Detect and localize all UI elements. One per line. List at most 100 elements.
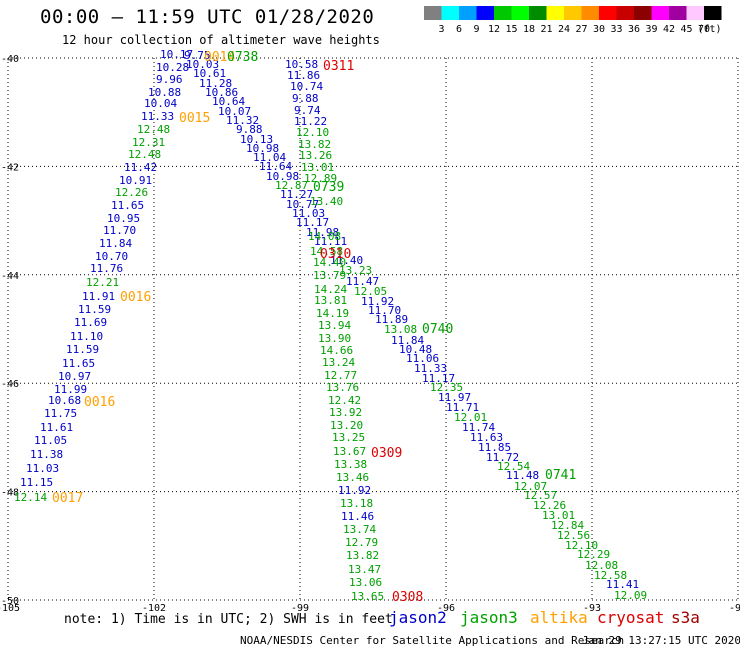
legend-note: note: 1) Time is in UTC; 2) SWH is in fe… xyxy=(64,612,393,627)
pass-time-label: 0016 xyxy=(120,290,151,305)
swh-observation: 12.09 xyxy=(614,589,647,602)
swh-observation: 12.26 xyxy=(115,186,148,199)
swh-observation: 11.27 xyxy=(280,188,313,201)
swh-observation: 11.91 xyxy=(82,290,115,303)
swh-observation: 9.88 xyxy=(236,123,263,136)
swh-observation: 13.94 xyxy=(318,319,351,332)
swh-observation: 11.48 xyxy=(506,469,539,482)
pass-time-label: 0740 xyxy=(422,322,453,337)
swh-observation: 11.65 xyxy=(62,357,95,370)
swh-observation: 10.17 xyxy=(160,48,193,61)
swh-observation: 14.58 xyxy=(310,245,343,258)
pass-time-label: 0738 xyxy=(227,50,258,65)
swh-observation: 13.76 xyxy=(326,381,359,394)
swh-observation: 13.47 xyxy=(348,563,381,576)
colorbar-swatch xyxy=(564,6,582,20)
legend-sat-s3a: s3a xyxy=(671,608,700,627)
swh-observation: 11.92 xyxy=(338,484,371,497)
swh-observation: 12.05 xyxy=(354,285,387,298)
swh-observation: 12.14 xyxy=(14,491,47,504)
swh-observation: 14.40 xyxy=(313,256,346,269)
colorbar-label: 70 xyxy=(698,24,710,35)
colorbar-swatch xyxy=(616,6,634,20)
footer-timestamp: Jan 29 13:27:15 UTC 2020 xyxy=(582,634,740,647)
lon-tick-label: -90 xyxy=(729,603,740,614)
swh-observation: 11.40 xyxy=(330,254,363,267)
pass-time-label: 0016 xyxy=(84,395,115,410)
swh-observation: 11.98 xyxy=(306,226,339,239)
swh-observation: 12.42 xyxy=(328,394,361,407)
colorbar-label: 30 xyxy=(593,24,605,35)
swh-observation: 11.22 xyxy=(294,115,327,128)
legend-sat-jason2: jason2 xyxy=(389,608,447,627)
swh-observation: 13.01 xyxy=(301,161,334,174)
colorbar-label: 42 xyxy=(663,24,675,35)
colorbar-swatch xyxy=(546,6,564,20)
swh-observation: 12.35 xyxy=(430,381,463,394)
swh-observation: 9.75 xyxy=(184,49,211,62)
swh-observation: 12.08 xyxy=(585,559,618,572)
colorbar-label: 12 xyxy=(488,24,500,35)
colorbar-swatch xyxy=(599,6,617,20)
swh-observation: 13.01 xyxy=(542,509,575,522)
swh-observation: 13.82 xyxy=(298,138,331,151)
colorbar-swatch xyxy=(686,6,704,20)
colorbar-label: 15 xyxy=(505,24,517,35)
swh-observation: 12.29 xyxy=(577,548,610,561)
swh-observation: 9.88 xyxy=(292,92,319,105)
swh-observation: 13.82 xyxy=(346,549,379,562)
swh-observation: 10.86 xyxy=(205,86,238,99)
swh-observation: 12.01 xyxy=(454,411,487,424)
swh-observation: 11.84 xyxy=(391,334,424,347)
swh-observation: 13.24 xyxy=(322,356,355,369)
pass-time-label: 0309 xyxy=(371,446,402,461)
colorbar-swatch xyxy=(651,6,669,20)
colorbar-label: 45 xyxy=(680,24,692,35)
colorbar-unit: (ft) xyxy=(697,24,721,35)
swh-observation: 10.03 xyxy=(186,58,219,71)
swh-observation: 10.04 xyxy=(144,97,177,110)
colorbar-swatch xyxy=(511,6,529,20)
lon-tick-label: -96 xyxy=(437,603,455,614)
swh-observation: 11.04 xyxy=(253,151,286,164)
lat-tick-label: -50 xyxy=(1,596,19,607)
swh-observation: 11.33 xyxy=(414,362,447,375)
swh-observation: 10.07 xyxy=(218,105,251,118)
swh-observation: 14.19 xyxy=(316,307,349,320)
colorbar-label: 6 xyxy=(456,24,462,35)
swh-observation: 10.74 xyxy=(290,80,323,93)
swh-observation: 11.75 xyxy=(44,407,77,420)
lat-tick-label: -46 xyxy=(1,379,19,390)
colorbar-swatch xyxy=(441,6,459,20)
swh-observation: 14.24 xyxy=(314,283,347,296)
swh-observation: 11.61 xyxy=(40,421,73,434)
swh-observation: 12.84 xyxy=(551,519,584,532)
colorbar: 3 6 9 12 15 18 21 24 27 30 33 36 39 42 45 70(ft) xyxy=(424,6,722,35)
swh-observation: 13.08 xyxy=(384,323,417,336)
swh-observation: 10.70 xyxy=(95,250,128,263)
swh-observation: 11.42 xyxy=(124,161,157,174)
swh-observation: 10.98 xyxy=(246,142,279,155)
swh-observation: 12.57 xyxy=(524,489,557,502)
colorbar-swatch xyxy=(494,6,512,20)
swh-observation: 11.15 xyxy=(20,476,53,489)
swh-observation: 11.63 xyxy=(470,431,503,444)
swh-observation: 11.38 xyxy=(30,448,63,461)
colorbar-label: 9 xyxy=(473,24,479,35)
swh-observation: 12.87 xyxy=(275,179,308,192)
swh-observation: 12.79 xyxy=(345,536,378,549)
pass-time-label: 0739 xyxy=(313,180,344,195)
swh-observation: 13.25 xyxy=(332,431,365,444)
swh-observation: 13.81 xyxy=(314,294,347,307)
swh-observation: 11.33 xyxy=(141,110,174,123)
swh-observation: 10.13 xyxy=(240,133,273,146)
pass-time-label: 0014 xyxy=(204,50,235,65)
colorbar-label: 39 xyxy=(645,24,657,35)
swh-observation: 13.26 xyxy=(299,149,332,162)
swh-observation: 9.74 xyxy=(294,104,321,117)
lon-tick-label: -93 xyxy=(583,603,601,614)
swh-observation: 10.48 xyxy=(399,343,432,356)
swh-observation: 13.74 xyxy=(343,523,376,536)
swh-observation: 13.40 xyxy=(310,195,343,208)
